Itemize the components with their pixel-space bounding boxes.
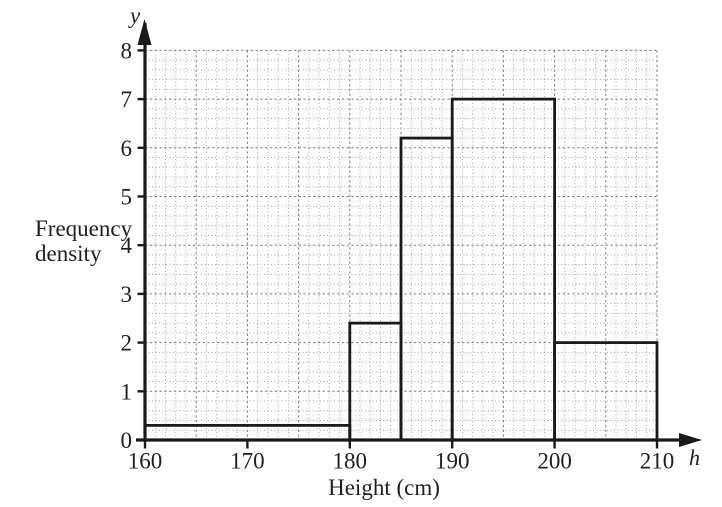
x-tick-label: 190 — [435, 449, 470, 474]
x-axis-title: Height (cm) — [328, 475, 440, 500]
y-tick-label: 7 — [121, 87, 133, 112]
y-tick-label: 5 — [121, 185, 133, 210]
y-tick-label: 8 — [121, 38, 133, 63]
x-tick-label: 210 — [640, 449, 675, 474]
bar-185-190 — [399, 136, 454, 442]
y-tick-label: 3 — [121, 282, 133, 307]
x-tick-label: 160 — [128, 449, 163, 474]
y-tick-label: 0 — [121, 428, 133, 453]
y-tick-label: 4 — [121, 233, 133, 258]
y-tick-label: 1 — [121, 379, 133, 404]
y-axis-title: Frequency density — [35, 216, 132, 266]
bar-180-185 — [348, 321, 403, 442]
y-axis-title-line2: density — [35, 241, 102, 266]
bar-190-200 — [450, 97, 557, 442]
x-axis-variable-label: h — [689, 445, 700, 470]
y-axis-variable-label: y — [130, 3, 141, 28]
y-tick-label: 6 — [121, 136, 133, 161]
y-axis-arrowhead-icon — [137, 19, 152, 45]
x-tick-label: 200 — [537, 449, 572, 474]
y-axis-title-line1: Frequency — [35, 216, 133, 241]
y-tick-label: 2 — [121, 331, 133, 356]
x-tick-label: 180 — [333, 449, 368, 474]
x-tick-label: 170 — [230, 449, 265, 474]
x-axis-arrowhead-icon — [679, 433, 702, 447]
